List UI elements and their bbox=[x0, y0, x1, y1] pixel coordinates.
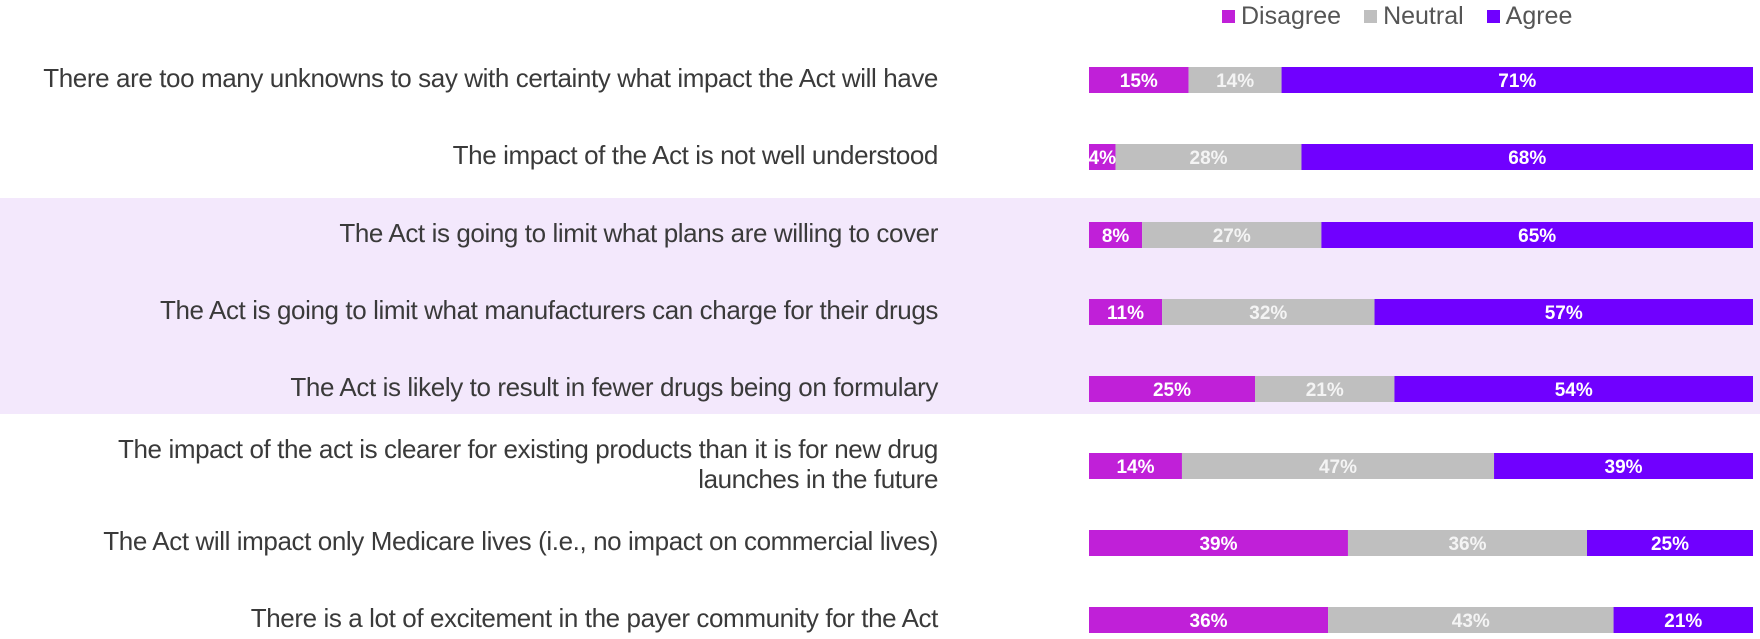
data-label-neutral-3: 32% bbox=[1249, 303, 1287, 324]
category-label: The Act is going to limit what manufactu… bbox=[160, 295, 938, 325]
bar-disagree-5 bbox=[1089, 453, 1182, 479]
data-label-neutral-6: 36% bbox=[1448, 534, 1486, 555]
category-label: The impact of the Act is not well unders… bbox=[452, 140, 939, 170]
bar-neutral-7 bbox=[1328, 607, 1614, 633]
category-label: The Act will impact only Medicare lives … bbox=[103, 526, 938, 556]
legend-swatch bbox=[1486, 10, 1500, 23]
bar-agree-6 bbox=[1587, 530, 1753, 556]
bar-neutral-0 bbox=[1188, 67, 1282, 93]
bar-neutral-1 bbox=[1115, 144, 1302, 170]
legend-item-disagree: Disagree bbox=[1222, 2, 1341, 31]
legend-item-agree: Agree bbox=[1486, 2, 1573, 31]
data-label-neutral-5: 47% bbox=[1319, 457, 1357, 478]
bar-neutral-4 bbox=[1255, 376, 1395, 402]
bar-agree-1 bbox=[1301, 144, 1753, 170]
bar-disagree-6 bbox=[1089, 530, 1348, 556]
bar-agree-2 bbox=[1321, 222, 1753, 248]
data-label-neutral-0: 14% bbox=[1216, 71, 1254, 92]
data-label-disagree-0: 15% bbox=[1120, 71, 1158, 92]
data-label-agree-6: 25% bbox=[1651, 534, 1689, 555]
data-label-agree-2: 65% bbox=[1518, 226, 1556, 247]
category-label: The impact of the act is clearer for exi… bbox=[118, 434, 938, 494]
bar-disagree-3 bbox=[1089, 299, 1163, 325]
data-label-agree-7: 21% bbox=[1664, 611, 1702, 632]
data-label-disagree-5: 14% bbox=[1116, 457, 1154, 478]
bar-disagree-7 bbox=[1089, 607, 1329, 633]
category-label: There is a lot of excitement in the paye… bbox=[250, 603, 939, 633]
data-label-agree-4: 54% bbox=[1555, 380, 1593, 401]
legend: Disagree Neutral Agree bbox=[1222, 2, 1595, 31]
data-label-neutral-1: 28% bbox=[1190, 148, 1228, 169]
data-label-disagree-1: 4% bbox=[1089, 148, 1117, 169]
bar-agree-0 bbox=[1281, 67, 1753, 93]
bar-disagree-1 bbox=[1089, 144, 1116, 170]
category-label: There are too many unknowns to say with … bbox=[43, 63, 938, 93]
data-label-disagree-4: 25% bbox=[1153, 380, 1191, 401]
legend-label: Disagree bbox=[1241, 2, 1342, 30]
legend-label: Agree bbox=[1505, 2, 1573, 30]
data-label-disagree-7: 36% bbox=[1190, 611, 1228, 632]
data-label-neutral-2: 27% bbox=[1213, 226, 1251, 247]
data-label-agree-1: 68% bbox=[1508, 148, 1546, 169]
legend-label: Neutral bbox=[1383, 2, 1464, 30]
data-label-neutral-4: 21% bbox=[1306, 380, 1344, 401]
data-label-agree-0: 71% bbox=[1498, 71, 1536, 92]
legend-swatch bbox=[1222, 10, 1235, 23]
bar-disagree-4 bbox=[1089, 376, 1255, 402]
bar-neutral-2 bbox=[1142, 222, 1322, 248]
category-label: The Act is going to limit what plans are… bbox=[339, 218, 938, 248]
bar-agree-7 bbox=[1613, 607, 1753, 633]
data-label-disagree-6: 39% bbox=[1199, 534, 1237, 555]
bar-neutral-5 bbox=[1181, 453, 1495, 479]
data-label-neutral-7: 43% bbox=[1452, 611, 1490, 632]
data-label-disagree-2: 8% bbox=[1102, 226, 1130, 247]
data-label-disagree-3: 11% bbox=[1107, 303, 1144, 324]
bar-disagree-2 bbox=[1089, 222, 1143, 248]
legend-swatch bbox=[1364, 10, 1378, 23]
bar-agree-3 bbox=[1374, 299, 1753, 325]
data-label-agree-3: 57% bbox=[1545, 303, 1583, 324]
bar-neutral-6 bbox=[1347, 530, 1587, 556]
bar-agree-4 bbox=[1394, 376, 1753, 402]
data-label-agree-5: 39% bbox=[1605, 457, 1643, 478]
bar-disagree-0 bbox=[1089, 67, 1189, 93]
bar-agree-5 bbox=[1494, 453, 1753, 479]
legend-item-neutral: Neutral bbox=[1364, 2, 1464, 31]
category-label: The Act is likely to result in fewer dru… bbox=[290, 372, 938, 402]
bar-neutral-3 bbox=[1162, 299, 1375, 325]
